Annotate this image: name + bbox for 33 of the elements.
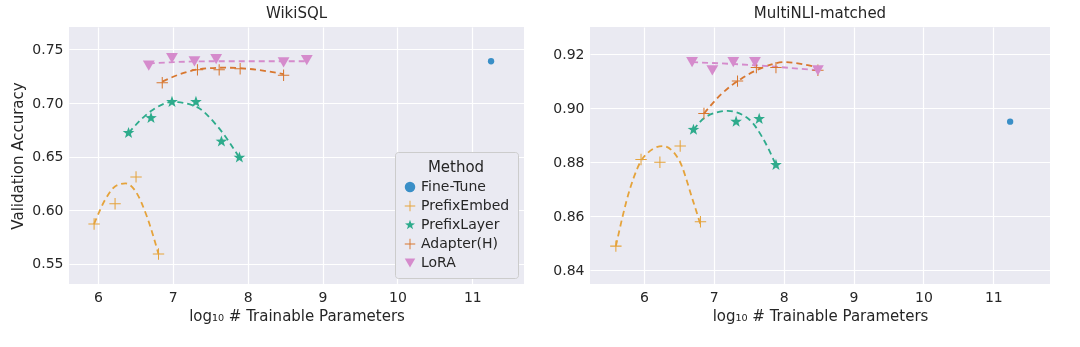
x-tick-label: 10 — [389, 288, 407, 305]
legend-label: Adapter(H) — [421, 235, 498, 251]
legend-label: LoRA — [421, 254, 457, 270]
y-tick-label: 0.90 — [553, 99, 585, 116]
y-tick-label: 0.92 — [553, 45, 585, 62]
x-tick-label: 6 — [639, 288, 649, 305]
y-tick-label: 0.84 — [553, 261, 585, 278]
legend-label: Fine-Tune — [421, 178, 486, 194]
chart-title: MultiNLI-matched — [753, 4, 887, 22]
y-tick-label: 0.55 — [32, 255, 64, 272]
x-tick-label: 9 — [849, 288, 859, 305]
y-tick-label: 0.70 — [32, 94, 64, 111]
x-tick-label: 6 — [93, 288, 103, 305]
y-tick-label: 0.88 — [553, 153, 585, 170]
x-tick-label: 7 — [168, 288, 178, 305]
legend-label: PrefixLayer — [421, 216, 500, 232]
y-tick-label: 0.86 — [553, 207, 585, 224]
x-axis-title: log₁₀ # Trainable Parameters — [189, 306, 406, 325]
legend-label: PrefixEmbed — [421, 197, 510, 213]
x-tick-label: 9 — [318, 288, 328, 305]
legend-title: Method — [427, 158, 485, 176]
x-tick-label: 8 — [243, 288, 253, 305]
x-tick-label: 11 — [463, 288, 482, 305]
chart-title: WikiSQL — [265, 4, 328, 22]
x-tick-label: 8 — [779, 288, 789, 305]
y-tick-label: 0.75 — [32, 40, 64, 57]
y-tick-label: 0.65 — [32, 148, 64, 165]
y-tick-label: 0.60 — [32, 201, 64, 218]
x-tick-label: 7 — [709, 288, 719, 305]
y-axis-title: Validation Accuracy — [9, 82, 28, 230]
x-tick-label: 11 — [984, 288, 1003, 305]
x-axis-title: log₁₀ # Trainable Parameters — [712, 306, 929, 325]
x-tick-label: 10 — [915, 288, 933, 305]
